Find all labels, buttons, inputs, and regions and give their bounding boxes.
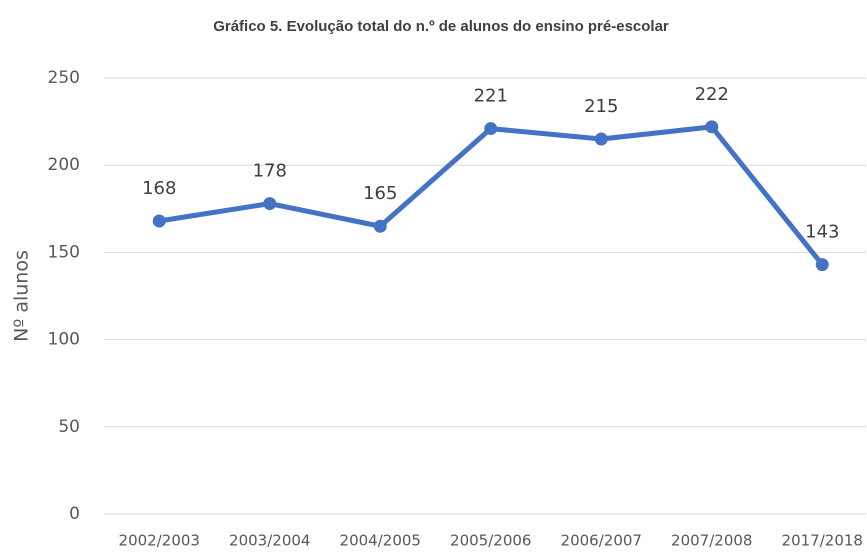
data-label: 178	[253, 161, 287, 182]
chart-title: Gráfico 5. Evolução total do n.º de alun…	[213, 18, 669, 35]
x-tick-label: 2017/2018	[782, 532, 863, 550]
data-point	[263, 197, 277, 211]
y-tick-label: 150	[48, 242, 80, 262]
data-point	[594, 132, 608, 146]
y-tick-label: 50	[58, 417, 80, 437]
x-tick-label: 2004/2005	[340, 532, 421, 550]
x-tick-label: 2003/2004	[229, 532, 310, 550]
x-tick-label: 2007/2008	[671, 532, 752, 550]
x-tick-label: 2002/2003	[119, 532, 200, 550]
data-label: 168	[142, 178, 176, 199]
data-point	[815, 258, 829, 272]
data-point	[484, 122, 498, 136]
y-tick-label: 0	[69, 504, 80, 524]
data-point	[705, 120, 719, 134]
data-label: 222	[695, 84, 729, 105]
y-tick-label: 100	[48, 330, 80, 350]
data-label: 165	[363, 183, 397, 204]
x-tick-label: 2006/2007	[561, 532, 642, 550]
y-tick-label: 200	[48, 155, 80, 175]
data-label: 143	[805, 222, 839, 243]
x-tick-label: 2005/2006	[450, 532, 531, 550]
data-label: 221	[474, 86, 508, 107]
data-label: 215	[584, 96, 618, 117]
y-axis-label: Nº alunos	[11, 250, 33, 342]
data-line	[158, 124, 825, 267]
y-tick-label: 250	[48, 68, 80, 88]
data-point	[373, 219, 387, 233]
data-point	[152, 214, 166, 228]
